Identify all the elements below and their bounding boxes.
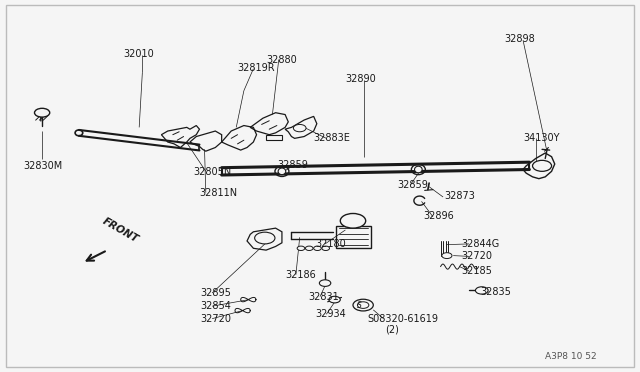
Text: 32896: 32896 <box>424 211 454 221</box>
Circle shape <box>476 287 488 294</box>
Text: 32831: 32831 <box>308 292 339 302</box>
Circle shape <box>35 108 50 117</box>
Text: FRONT: FRONT <box>101 216 141 245</box>
Text: S: S <box>357 301 362 310</box>
Circle shape <box>305 246 313 250</box>
Text: 32186: 32186 <box>285 270 316 280</box>
Text: 32880: 32880 <box>266 55 297 65</box>
Text: 32859: 32859 <box>277 160 308 170</box>
Text: 32010: 32010 <box>124 49 154 59</box>
Text: 32811N: 32811N <box>200 187 237 198</box>
Circle shape <box>442 253 452 259</box>
Ellipse shape <box>415 166 422 173</box>
Circle shape <box>293 125 306 132</box>
Circle shape <box>297 246 305 250</box>
Text: 32835: 32835 <box>480 286 511 296</box>
Text: 32720: 32720 <box>201 314 232 324</box>
Circle shape <box>314 246 321 250</box>
Text: 32859: 32859 <box>397 180 428 190</box>
Text: S08320-61619: S08320-61619 <box>367 314 438 324</box>
Text: A3P8 10 52: A3P8 10 52 <box>545 352 597 361</box>
Circle shape <box>329 296 340 303</box>
Text: 32720: 32720 <box>461 251 492 262</box>
Text: 32890: 32890 <box>346 74 376 84</box>
Text: 32805N: 32805N <box>193 167 232 177</box>
Text: 32883E: 32883E <box>314 133 351 142</box>
Circle shape <box>532 160 552 171</box>
Text: 32819R: 32819R <box>237 63 275 73</box>
Text: 32873: 32873 <box>444 191 476 201</box>
Circle shape <box>357 302 369 308</box>
Circle shape <box>319 280 331 286</box>
Circle shape <box>340 214 365 228</box>
Text: 32185: 32185 <box>461 266 492 276</box>
Circle shape <box>255 232 275 244</box>
Ellipse shape <box>278 168 285 174</box>
Text: 32854: 32854 <box>201 301 232 311</box>
Text: (2): (2) <box>385 325 399 335</box>
Text: 34130Y: 34130Y <box>523 133 559 142</box>
Text: 32830M: 32830M <box>23 161 62 171</box>
Text: 32934: 32934 <box>315 309 346 319</box>
Text: 32180: 32180 <box>315 239 346 249</box>
Text: 32898: 32898 <box>504 34 535 44</box>
Text: 32895: 32895 <box>201 288 232 298</box>
Text: 32844G: 32844G <box>461 239 499 249</box>
Circle shape <box>322 246 330 250</box>
